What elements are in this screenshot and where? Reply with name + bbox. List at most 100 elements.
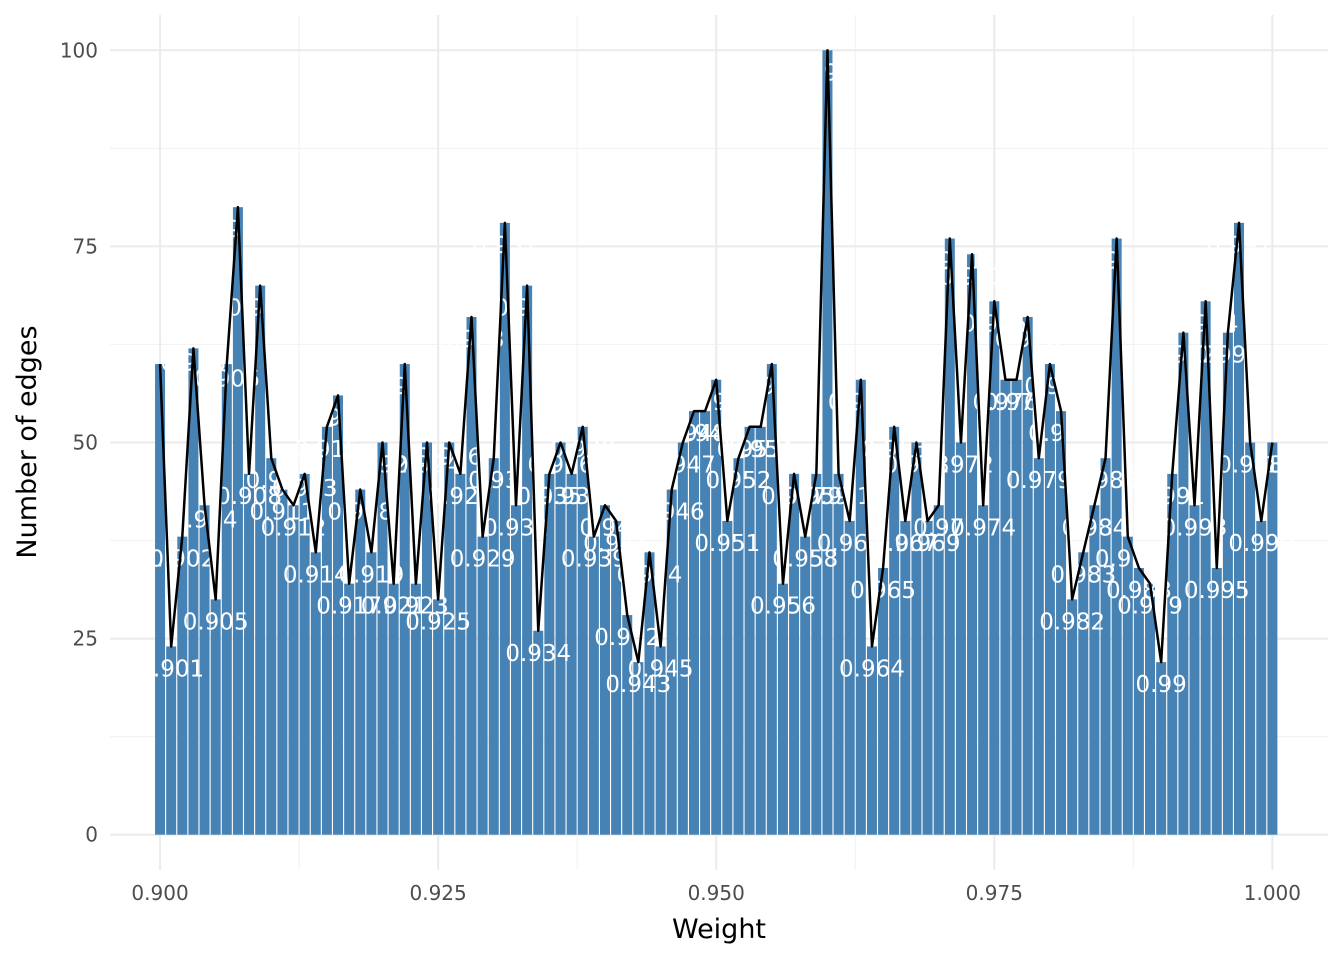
- trend-line-group: [158, 49, 1274, 664]
- x-tick-label: 1.000: [1244, 881, 1301, 905]
- bar: [288, 505, 299, 835]
- bar: [1089, 505, 1100, 835]
- bar-value-label: 0.984: [1061, 515, 1127, 541]
- bar-value-label: 0.961: [806, 484, 872, 510]
- bar: [822, 50, 833, 835]
- bar-value-label: 0.943: [605, 672, 671, 698]
- bar: [755, 426, 766, 835]
- bar-value-label: 0.937: [539, 484, 605, 510]
- bar: [655, 646, 666, 835]
- bar: [499, 222, 510, 835]
- bar: [399, 364, 410, 835]
- bar-value-label: 0.936: [528, 453, 594, 479]
- bar: [811, 473, 822, 835]
- bar: [711, 379, 722, 835]
- bar: [878, 568, 889, 835]
- bar: [1133, 568, 1144, 835]
- bar: [599, 505, 610, 835]
- bar: [488, 458, 499, 835]
- bar-value-label: 0.9: [142, 547, 179, 573]
- bar-value-label: 0.953: [717, 437, 783, 463]
- bar: [688, 411, 699, 835]
- bar: [299, 473, 310, 835]
- bar: [955, 442, 966, 835]
- bar-value-label: 0.948: [661, 421, 727, 447]
- bar-value-label: 0.918: [327, 500, 393, 526]
- bar: [310, 552, 321, 835]
- bar: [1033, 458, 1044, 835]
- bar-value-label: 0.929: [450, 547, 516, 573]
- bar: [255, 285, 266, 835]
- bar: [1145, 583, 1156, 835]
- bar-value-label: 0.988: [1106, 578, 1172, 604]
- bar: [1234, 222, 1245, 835]
- bar-value-label: 0.983: [1050, 562, 1116, 588]
- x-tick-label: 0.975: [966, 881, 1023, 905]
- x-axis-title: Weight: [672, 914, 766, 945]
- bar: [889, 426, 900, 835]
- x-tick-label: 0.950: [688, 881, 745, 905]
- bar: [789, 473, 800, 835]
- bar: [344, 583, 355, 835]
- bar-value-label: 0.998: [1217, 453, 1283, 479]
- bar-value-label: 0.91: [246, 468, 297, 494]
- bar: [733, 458, 744, 835]
- bar: [410, 583, 421, 835]
- bar: [644, 552, 655, 835]
- bar-value-label: 0.964: [839, 656, 905, 682]
- bar: [844, 520, 855, 835]
- bar: [533, 630, 544, 835]
- bar: [555, 442, 566, 835]
- bar: [1267, 442, 1278, 835]
- bar: [777, 583, 788, 835]
- bar: [377, 442, 388, 835]
- bar-value-label: 0.927: [427, 484, 493, 510]
- bar: [333, 395, 344, 835]
- bar: [366, 552, 377, 835]
- bar: [967, 254, 978, 835]
- bar: [1156, 662, 1167, 835]
- bar: [244, 473, 255, 835]
- x-tick-label: 0.925: [410, 881, 467, 905]
- bar: [1044, 364, 1055, 835]
- bar: [866, 646, 877, 835]
- bar: [900, 520, 911, 835]
- bar: [700, 411, 711, 835]
- bar: [744, 426, 755, 835]
- bar: [666, 489, 677, 835]
- bar: [766, 364, 777, 835]
- bar-value-label: 0.915: [294, 437, 360, 463]
- bar-value-label: 0.925: [405, 609, 471, 635]
- x-tick-label: 0.900: [131, 881, 188, 905]
- bar: [188, 348, 199, 835]
- bar: [433, 599, 444, 835]
- bar-value-label: 0.957: [761, 484, 827, 510]
- y-tick-label: 50: [73, 431, 98, 455]
- bar-value-label: 0.987: [1095, 547, 1161, 573]
- bar: [355, 489, 366, 835]
- bar-value-label: 0.932: [483, 515, 549, 541]
- bar: [422, 442, 433, 835]
- bar: [155, 364, 166, 835]
- bar: [577, 426, 588, 835]
- bar: [1111, 238, 1122, 835]
- bar: [933, 505, 944, 835]
- y-tick-label: 75: [73, 234, 98, 258]
- bar: [321, 426, 332, 835]
- bar: [466, 317, 477, 835]
- bar: [944, 238, 955, 835]
- bar: [800, 536, 811, 835]
- bar-value-label: 0.995: [1184, 578, 1250, 604]
- bar: [855, 379, 866, 835]
- bar: [1100, 458, 1111, 835]
- bar: [1000, 379, 1011, 835]
- bar-value-label: 0.982: [1039, 609, 1105, 635]
- bar-value-label: 0.977: [984, 390, 1050, 416]
- bar: [833, 473, 844, 835]
- bar-value-label: 0.974: [950, 515, 1016, 541]
- bar: [611, 520, 622, 835]
- bar-value-label: 0.934: [505, 641, 571, 667]
- bar-value-label: 0.965: [850, 578, 916, 604]
- axes: 0.900 0.925 0.950 0.975 1.000 0 25 50 75 100: [60, 38, 1301, 905]
